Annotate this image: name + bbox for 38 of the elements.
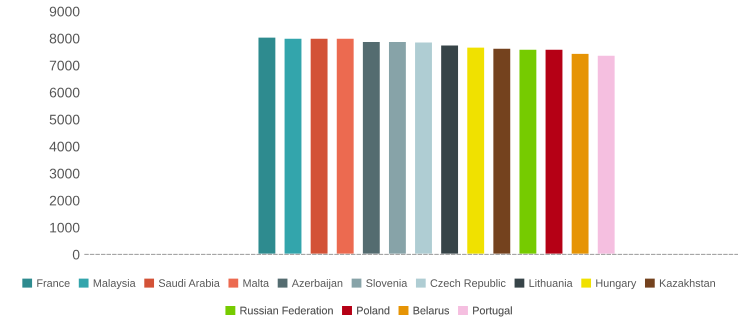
bar [440,44,460,254]
legend-label: Azerbaijan [292,279,342,290]
y-tick-label: 7000 [50,60,80,70]
bar [309,37,329,254]
bar [361,40,382,254]
y-tick-label: 0 [72,250,80,260]
legend-label: Saudi Arabia [158,279,220,287]
legend-label: Malaysia [94,279,136,290]
y-tick-label: 9000 [50,6,80,16]
legend-label: Russian Federation [240,306,333,314]
y-tick-label: 3000 [50,168,80,179]
bar [257,36,277,254]
bar [492,47,512,254]
legend-label: Lithuania [530,279,573,287]
bar [335,37,356,254]
legend-label: Poland [357,306,390,314]
legend-label: Slovenia [366,279,408,287]
y-tick-label: 8000 [50,34,80,44]
legend-label: Kazakhstan [660,279,715,287]
legend-label: Hungary [596,279,636,290]
bar [414,41,434,254]
legend-label: France [37,279,70,287]
y-tick-label: 2000 [50,196,80,206]
y-tick-label: 6000 [50,88,80,98]
bar [596,54,616,254]
legend-label: Belarus [414,306,450,314]
legend-label: Czech Republic [430,279,506,290]
bar [466,46,486,254]
y-tick-label: 5000 [50,114,80,124]
bar [570,52,590,254]
legend-label: Portugal [473,306,512,316]
bar [544,48,564,254]
y-tick-label: 4000 [49,142,80,152]
y-tick-label: 1000 [50,222,80,233]
bar [388,40,408,254]
bar [518,48,538,254]
bar [283,37,303,254]
legend-label: Malta [243,279,270,287]
